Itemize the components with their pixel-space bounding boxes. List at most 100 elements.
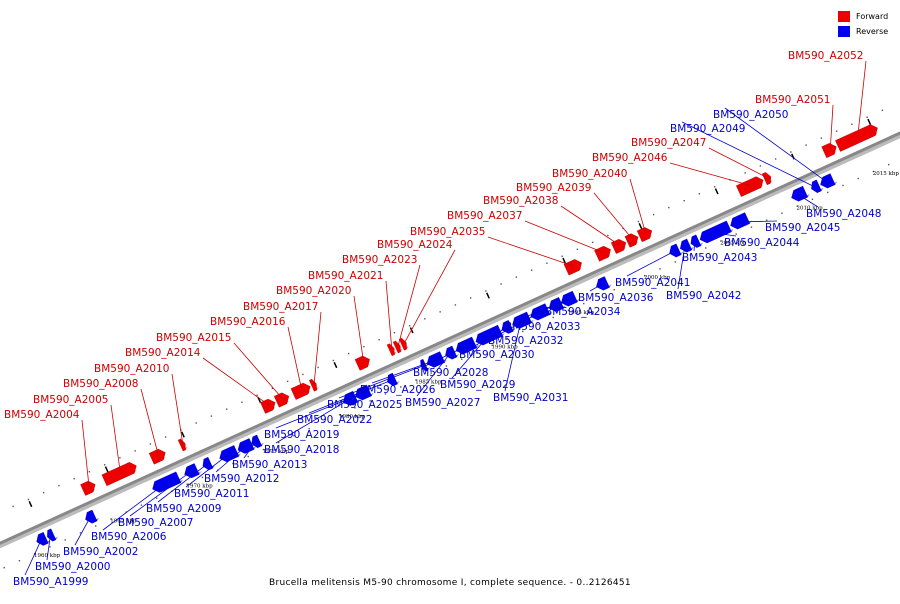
gene-arrow-bm590_a2010[interactable] [177, 438, 186, 452]
gene-arrow-bm590_a2007[interactable] [184, 463, 200, 479]
gene-arrow-bm590_a2045[interactable] [730, 212, 751, 230]
gene-arrow-bm590_a2036[interactable] [596, 276, 610, 291]
gene-arrow-bm590_a2015[interactable] [273, 392, 290, 408]
gene-leader-line [524, 220, 604, 254]
minor-tick [613, 288, 615, 291]
minor-tick [18, 560, 21, 562]
minor-tick [119, 457, 121, 459]
gene-arrow-bm590_a2030[interactable] [501, 320, 514, 334]
tick-label: 2005 kbp [720, 240, 747, 246]
gene-arrow-bm590_a2020[interactable] [354, 355, 370, 371]
gene-label-bm590_a2036: BM590_A2036 [578, 292, 654, 304]
minor-tick [278, 441, 280, 444]
gene-arrow-bm590_a2039[interactable] [624, 233, 639, 248]
gene-arrow-bm590_a2042[interactable] [679, 238, 693, 253]
gene-arrow-bm590_a2029[interactable] [475, 324, 504, 346]
minor-tick [408, 325, 411, 327]
gene-arrow-bm590_a2025[interactable] [420, 358, 429, 372]
minor-tick [552, 316, 554, 319]
minor-tick [811, 198, 814, 201]
minor-tick [262, 448, 265, 451]
gene-label-bm590_a2016: BM590_A2016 [210, 316, 286, 328]
minor-tick [49, 546, 51, 548]
minor-tick [598, 295, 600, 298]
gene-arrow-bm590_a2004[interactable] [80, 480, 96, 496]
gene-arrow-bm590_a2008[interactable] [148, 448, 166, 465]
legend-reverse-swatch [838, 25, 850, 37]
gene-arrow-bm590_a2037[interactable] [594, 245, 611, 262]
minor-tick [866, 116, 868, 118]
minor-tick [195, 422, 197, 424]
gene-arrow-bm590_a2000[interactable] [47, 528, 57, 542]
gene-label-bm590_a2017: BM590_A2017 [243, 301, 318, 313]
gene-arrow-bm590_a2005[interactable] [101, 462, 137, 487]
gene-arrow-bm590_a2014[interactable] [260, 398, 276, 414]
gene-label-bm590_a2020: BM590_A2020 [276, 285, 351, 297]
gene-arrow-bm590_a2034[interactable] [561, 290, 578, 307]
gene-leader-line [857, 60, 867, 138]
gene-arrow-bm590_a2047[interactable] [761, 172, 771, 186]
gene-label-bm590_a2042: BM590_A2042 [666, 290, 741, 302]
tick-label: 1970 kbp [187, 484, 214, 490]
legend-reverse: Reverse [838, 24, 888, 38]
gene-label-bm590_a1999: BM590_A1999 [13, 576, 88, 588]
gene-arrow-bm590_a2017[interactable] [308, 378, 317, 392]
minor-tick [424, 318, 426, 320]
gene-label-bm590_a2039: BM590_A2039 [516, 182, 591, 194]
gene-leader-line [470, 327, 507, 349]
gene-leader-line [681, 121, 816, 188]
minor-tick [317, 366, 319, 369]
gene-arrow-bm590_a2043[interactable] [690, 234, 702, 248]
major-tick [333, 362, 338, 369]
gene-arrow-bm590_a2016[interactable] [290, 382, 311, 400]
gene-arrow-bm590_a2002[interactable] [85, 509, 98, 524]
minor-tick [576, 248, 579, 251]
gene-arrow-bm590_a2024[interactable] [398, 337, 407, 351]
minor-tick [201, 476, 204, 479]
gene-arrow-bm590_a2050[interactable] [820, 173, 836, 189]
minor-tick [247, 455, 249, 458]
gene-leader-line [338, 365, 424, 399]
gene-label-bm590_a2032: BM590_A2032 [488, 335, 563, 347]
gene-arrow-bm590_a2046[interactable] [735, 176, 764, 197]
minor-tick [110, 518, 112, 520]
gene-leader-line [313, 311, 322, 385]
gene-arrow-bm590_a2035[interactable] [563, 259, 582, 276]
gene-arrow-bm590_a2040[interactable] [636, 227, 653, 243]
gene-leader-line [171, 373, 184, 445]
gene-arrow-bm590_a2048[interactable] [791, 185, 809, 202]
minor-tick [400, 386, 402, 388]
gene-arrow-bm590_a2023[interactable] [392, 340, 401, 354]
tick-label: 2010 kbp [797, 206, 824, 212]
tick-label: 1995 kbp [568, 310, 595, 316]
gene-arrow-bm590_a2052[interactable] [835, 124, 878, 152]
minor-tick [103, 464, 106, 466]
gene-leader-line [499, 312, 540, 335]
minor-tick [445, 365, 448, 367]
minor-tick [415, 379, 417, 381]
minor-tick [476, 351, 478, 353]
minor-tick [339, 414, 341, 416]
gene-label-bm590_a2000: BM590_A2000 [35, 561, 110, 573]
gene-arrow-bm590_a2021[interactable] [386, 343, 395, 357]
gene-arrow-bm590_a1999[interactable] [36, 532, 49, 546]
gene-label-bm590_a2029: BM590_A2029 [440, 379, 515, 391]
gene-arrow-bm590_a2038[interactable] [610, 238, 627, 254]
tick-label: 1980 kbp [339, 414, 366, 420]
gene-arrow-bm590_a2051[interactable] [821, 143, 837, 158]
gene-arrow-bm590_a2026[interactable] [426, 351, 446, 368]
gene-arrow-bm590_a2044[interactable] [699, 220, 732, 244]
major-tick [486, 292, 490, 299]
gene-label-bm590_a2027: BM590_A2027 [405, 397, 480, 409]
gene-leader-line [798, 194, 819, 208]
gene-arrow-bm590_a2041[interactable] [669, 243, 682, 258]
gene-arrow-bm590_a2033[interactable] [548, 297, 565, 312]
gene-arrow-bm590_a2028[interactable] [455, 336, 478, 355]
gene-label-bm590_a2004: BM590_A2004 [4, 409, 80, 421]
major-tick [714, 188, 719, 195]
gene-label-bm590_a2041: BM590_A2041 [615, 277, 690, 289]
minor-tick [735, 233, 737, 235]
gene-arrow-bm590_a2032[interactable] [530, 303, 551, 321]
gene-arrow-bm590_a2009[interactable] [202, 456, 214, 471]
minor-tick [689, 254, 692, 256]
